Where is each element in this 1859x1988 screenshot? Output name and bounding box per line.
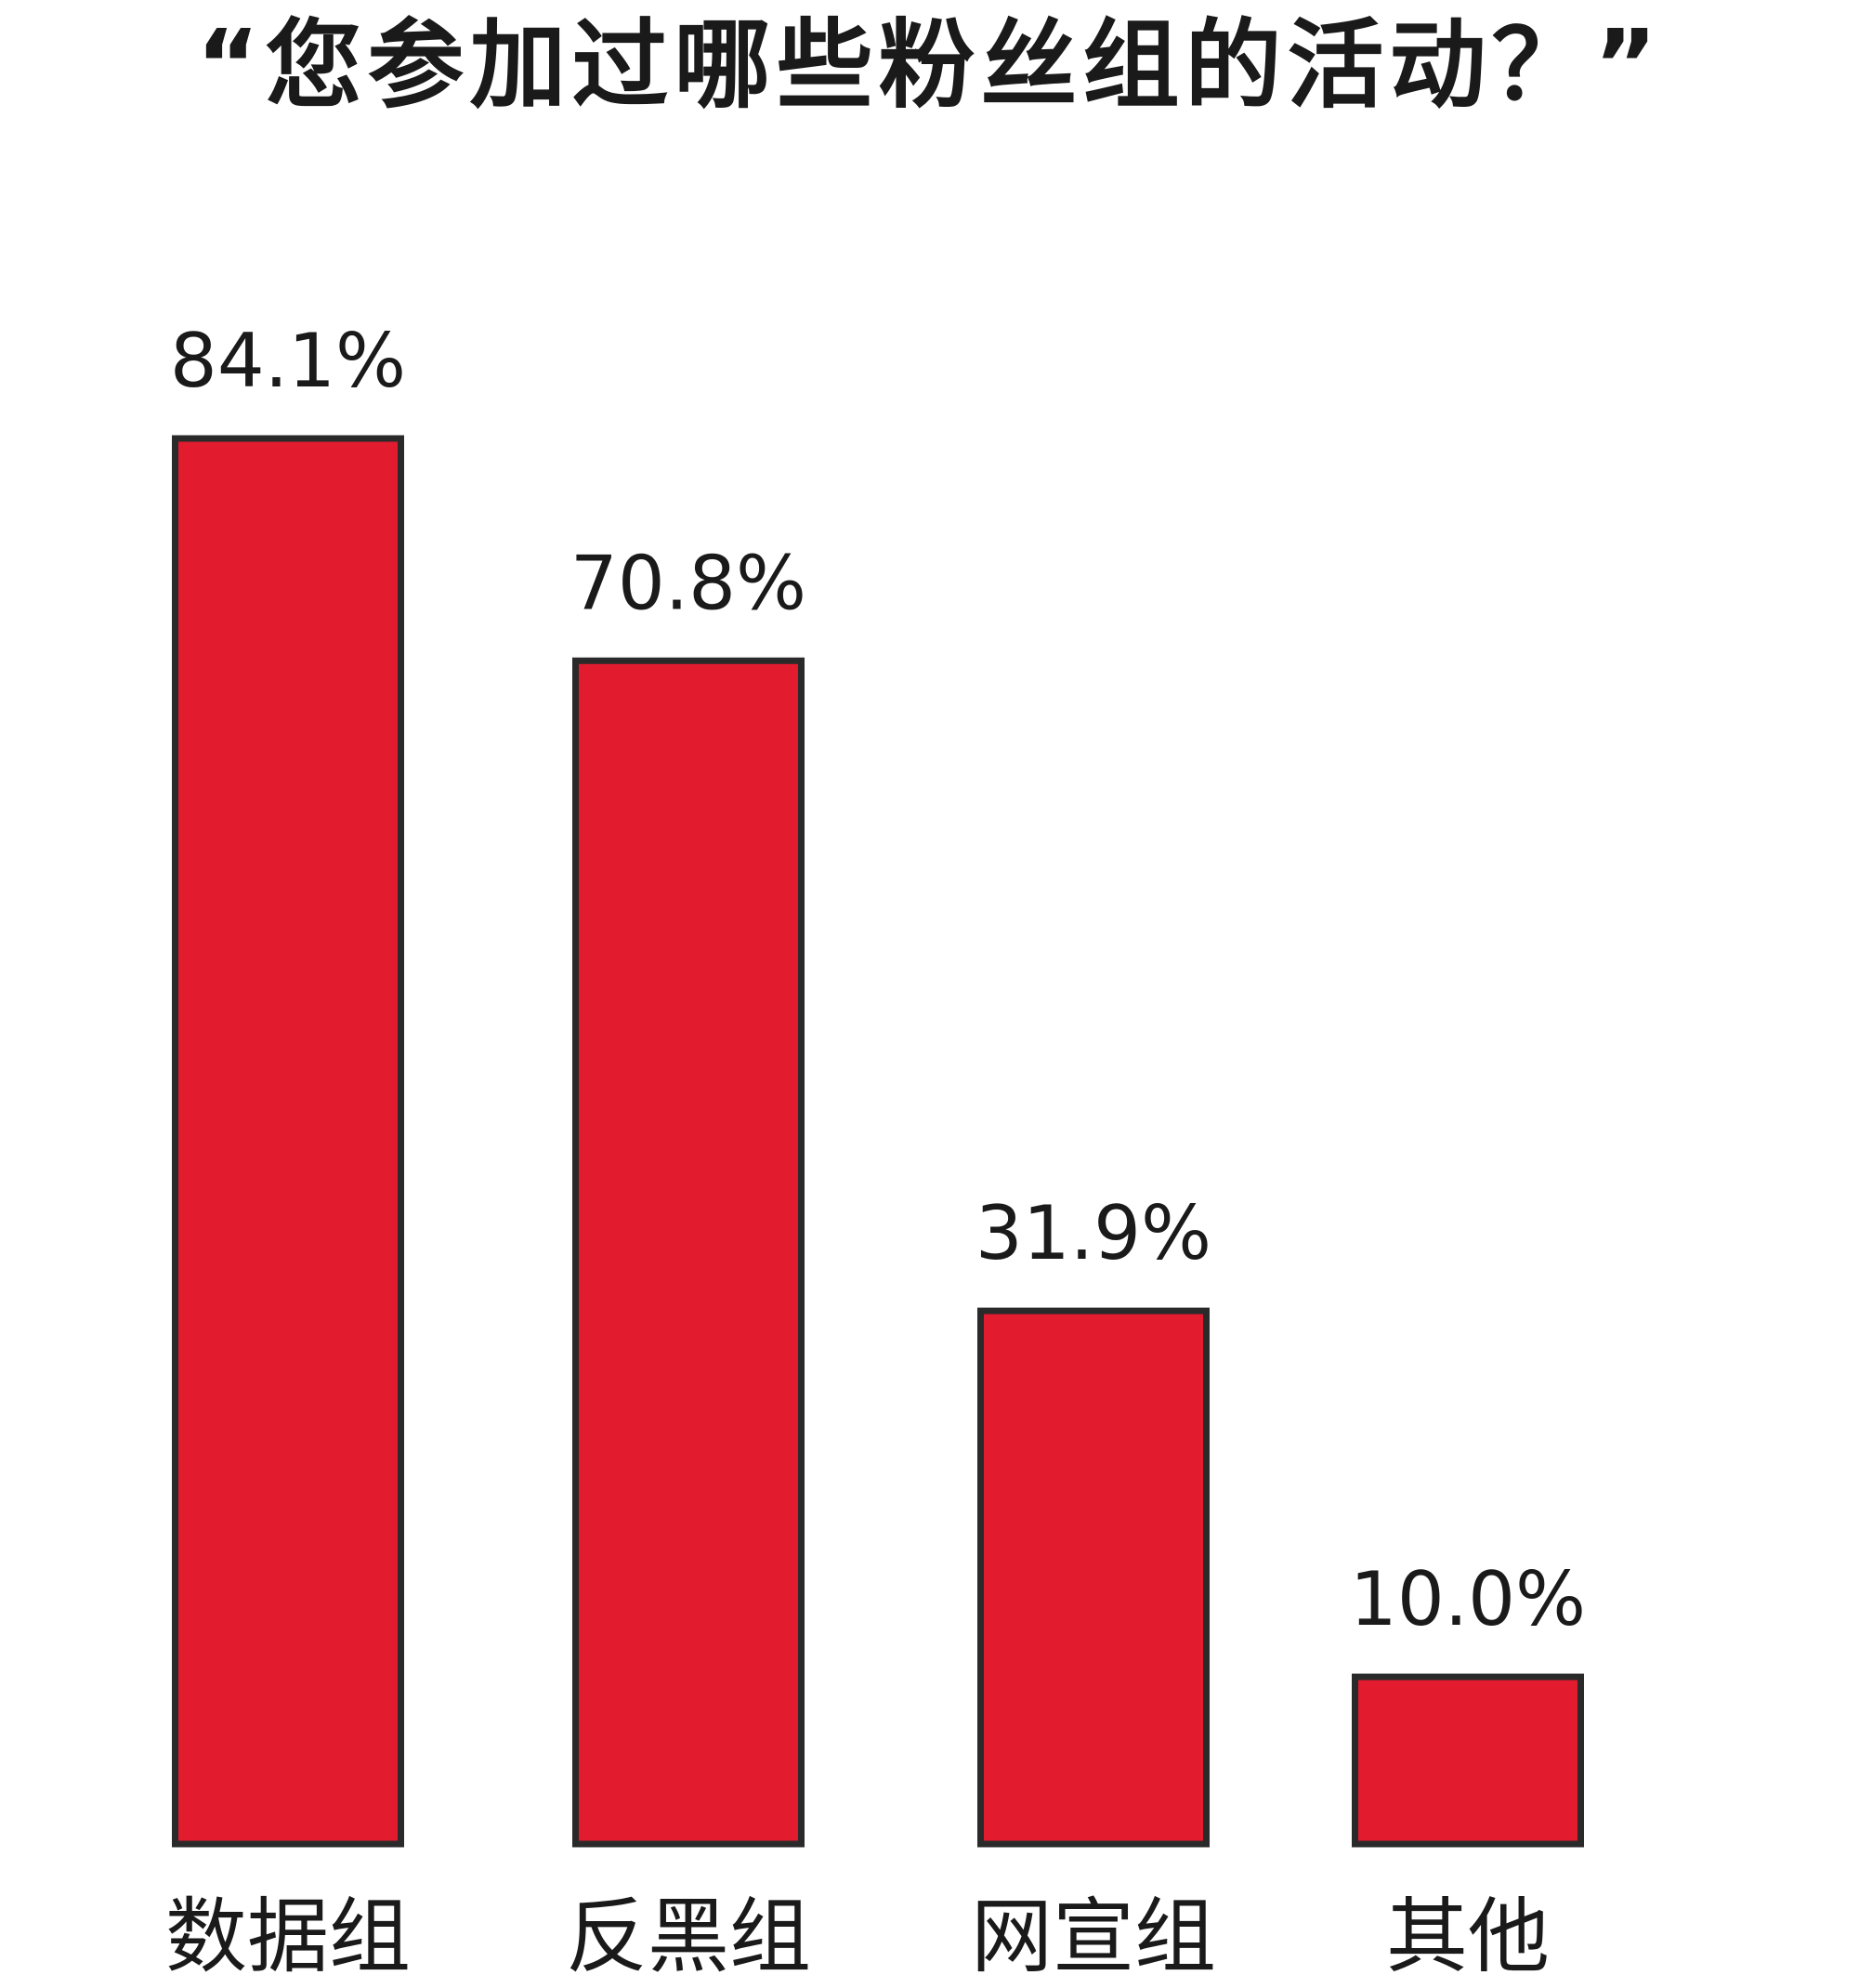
category-label-3: 其他 [1386, 1889, 1550, 1984]
value-label-3: 10.0% [1350, 1556, 1586, 1642]
value-label-2: 31.9% [975, 1190, 1211, 1276]
bar-3 [1352, 1673, 1584, 1848]
category-label-1: 反黑组 [566, 1889, 811, 1984]
bar-2 [977, 1307, 1210, 1848]
chart-title: “您参加过哪些粉丝组的活动？” [196, 8, 1663, 122]
bars-layer [172, 435, 1584, 1848]
value-labels-layer: 84.1% 70.8% 31.9% 10.0% [170, 318, 1586, 1642]
category-labels-layer: 数据组 反黑组 网宣组 其他 [165, 1889, 1550, 1984]
bar-0 [172, 435, 404, 1848]
bar-1 [572, 657, 805, 1848]
value-label-1: 70.8% [570, 540, 806, 626]
value-label-0: 84.1% [170, 318, 406, 404]
category-label-0: 数据组 [165, 1889, 411, 1984]
category-label-2: 网宣组 [971, 1889, 1216, 1984]
